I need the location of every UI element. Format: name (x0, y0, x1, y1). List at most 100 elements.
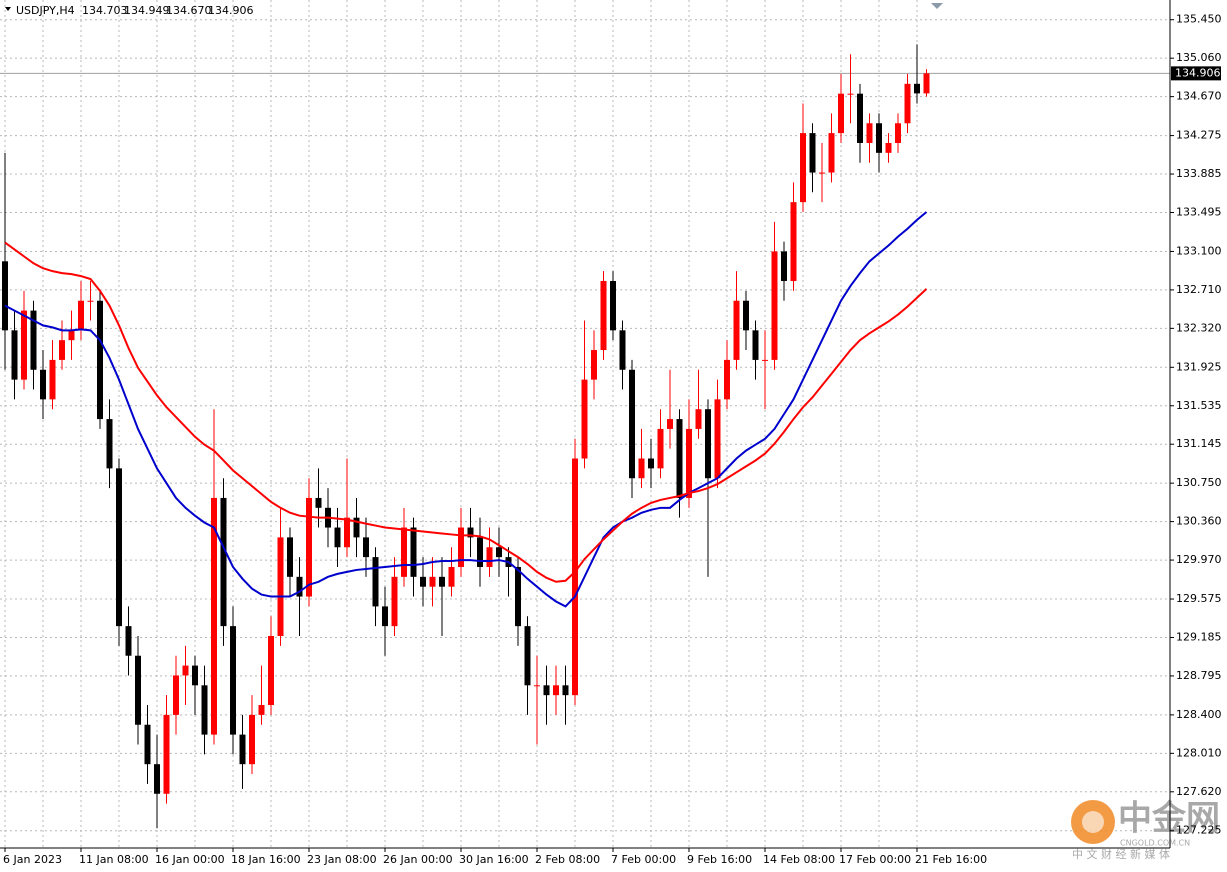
candle-body (182, 665, 189, 676)
candle-body (353, 517, 360, 538)
x-tick-label: 7 Feb 00:00 (611, 853, 676, 866)
candle-body (11, 330, 18, 380)
x-tick-label: 9 Feb 16:00 (687, 853, 752, 866)
candle-body (239, 734, 246, 765)
candle-body (21, 310, 27, 380)
candle-body (819, 172, 825, 174)
candle-body (334, 527, 341, 548)
candle-body (838, 93, 844, 134)
y-tick-label: 129.185 (1176, 630, 1222, 643)
header-symbol: USDJPY,H4 (16, 4, 75, 17)
candle-body (914, 83, 920, 94)
candle-body (344, 517, 350, 548)
candle-body (543, 685, 550, 696)
y-tick-label: 131.145 (1176, 437, 1222, 450)
candle-body (59, 340, 65, 360)
candle-body (496, 547, 502, 558)
y-tick-label: 127.620 (1176, 785, 1222, 798)
candle-body (857, 93, 863, 143)
candle-body (828, 133, 835, 173)
candle-body (401, 527, 407, 577)
candle-body (410, 527, 417, 577)
moving-average (4, 241, 928, 583)
candle-body (572, 458, 578, 696)
candle-body (657, 428, 664, 469)
x-tick-label: 17 Feb 00:00 (839, 853, 911, 866)
x-tick-label: 30 Jan 16:00 (459, 853, 529, 866)
candle-body (553, 685, 559, 696)
candle-body (315, 497, 322, 508)
y-tick-label: 135.060 (1176, 51, 1222, 64)
watermark-slogan: 中 文 财 经 新 媒 体 (1072, 847, 1170, 861)
candle-body (201, 685, 208, 735)
candle-body (847, 93, 854, 95)
candle-body (904, 83, 911, 124)
x-tick-label: 23 Jan 08:00 (307, 853, 377, 866)
x-tick-label: 11 Jan 08:00 (79, 853, 149, 866)
watermark-title: 中金网 (1118, 799, 1220, 839)
y-tick-label: 127.225 (1176, 824, 1222, 837)
header-open: 134.703 (82, 4, 128, 17)
candle-body (724, 359, 730, 400)
candle-body (686, 428, 692, 498)
candle-body (78, 300, 84, 331)
candle-body (781, 251, 787, 282)
candle-body (211, 497, 217, 735)
y-tick-label: 134.275 (1176, 129, 1222, 142)
candle-body (743, 300, 749, 331)
candle-body (581, 379, 588, 459)
candle-body (752, 330, 759, 360)
candle-body (420, 576, 426, 587)
candle-body (144, 724, 151, 765)
candle-body (258, 705, 265, 715)
candle-body (296, 576, 303, 597)
candle-body (391, 576, 398, 627)
candle-body (515, 566, 521, 627)
last-price-label: 134.906 (1175, 66, 1221, 79)
y-tick-label: 134.670 (1176, 90, 1222, 103)
candle-body (306, 497, 312, 597)
candle-body (648, 458, 654, 469)
candle-body (705, 409, 711, 479)
header-arrow (5, 7, 11, 11)
candle-body (439, 576, 445, 587)
last-price-box (1171, 66, 1221, 81)
candle-body (610, 281, 616, 331)
candle-body (667, 419, 673, 429)
candle-body (363, 537, 369, 558)
header-close: 134.906 (208, 4, 254, 17)
candle-body (714, 399, 721, 479)
watermark-logo-inner (1082, 811, 1104, 833)
candle-body (49, 359, 56, 400)
candle-body (477, 537, 483, 567)
plot (0, 44, 1170, 829)
candle-body (619, 330, 626, 370)
candle-body (220, 497, 227, 627)
candle-body (895, 123, 901, 143)
candle-body (277, 537, 284, 636)
y-tick-label: 128.010 (1176, 746, 1222, 759)
y-tick-label: 128.795 (1176, 669, 1222, 682)
candle-body (866, 123, 873, 143)
x-tick-label: 16 Jan 00:00 (155, 853, 225, 866)
candle-body (192, 665, 198, 686)
candle-body (87, 300, 94, 302)
candle-body (249, 714, 255, 765)
candle-body (68, 330, 75, 341)
y-tick-label: 131.535 (1176, 399, 1222, 412)
candle-body (638, 458, 645, 479)
candle-body (534, 685, 540, 687)
candle-body (97, 300, 103, 420)
y-tick-label: 135.450 (1176, 13, 1222, 26)
watermark: 中金网 CNGOLD.COM.CN 中 文 财 经 新 媒 体 (1071, 799, 1220, 861)
candle-body (154, 764, 160, 794)
x-tick-label: 21 Feb 16:00 (915, 853, 987, 866)
candle-body (30, 310, 37, 370)
x-tick-label: 2 Feb 08:00 (535, 853, 600, 866)
candle-body (562, 685, 569, 696)
candle-body (790, 202, 797, 282)
candle-body (800, 133, 806, 203)
candle-body (40, 369, 46, 400)
candle-body (173, 675, 179, 715)
y-tick-label: 133.885 (1176, 167, 1222, 180)
